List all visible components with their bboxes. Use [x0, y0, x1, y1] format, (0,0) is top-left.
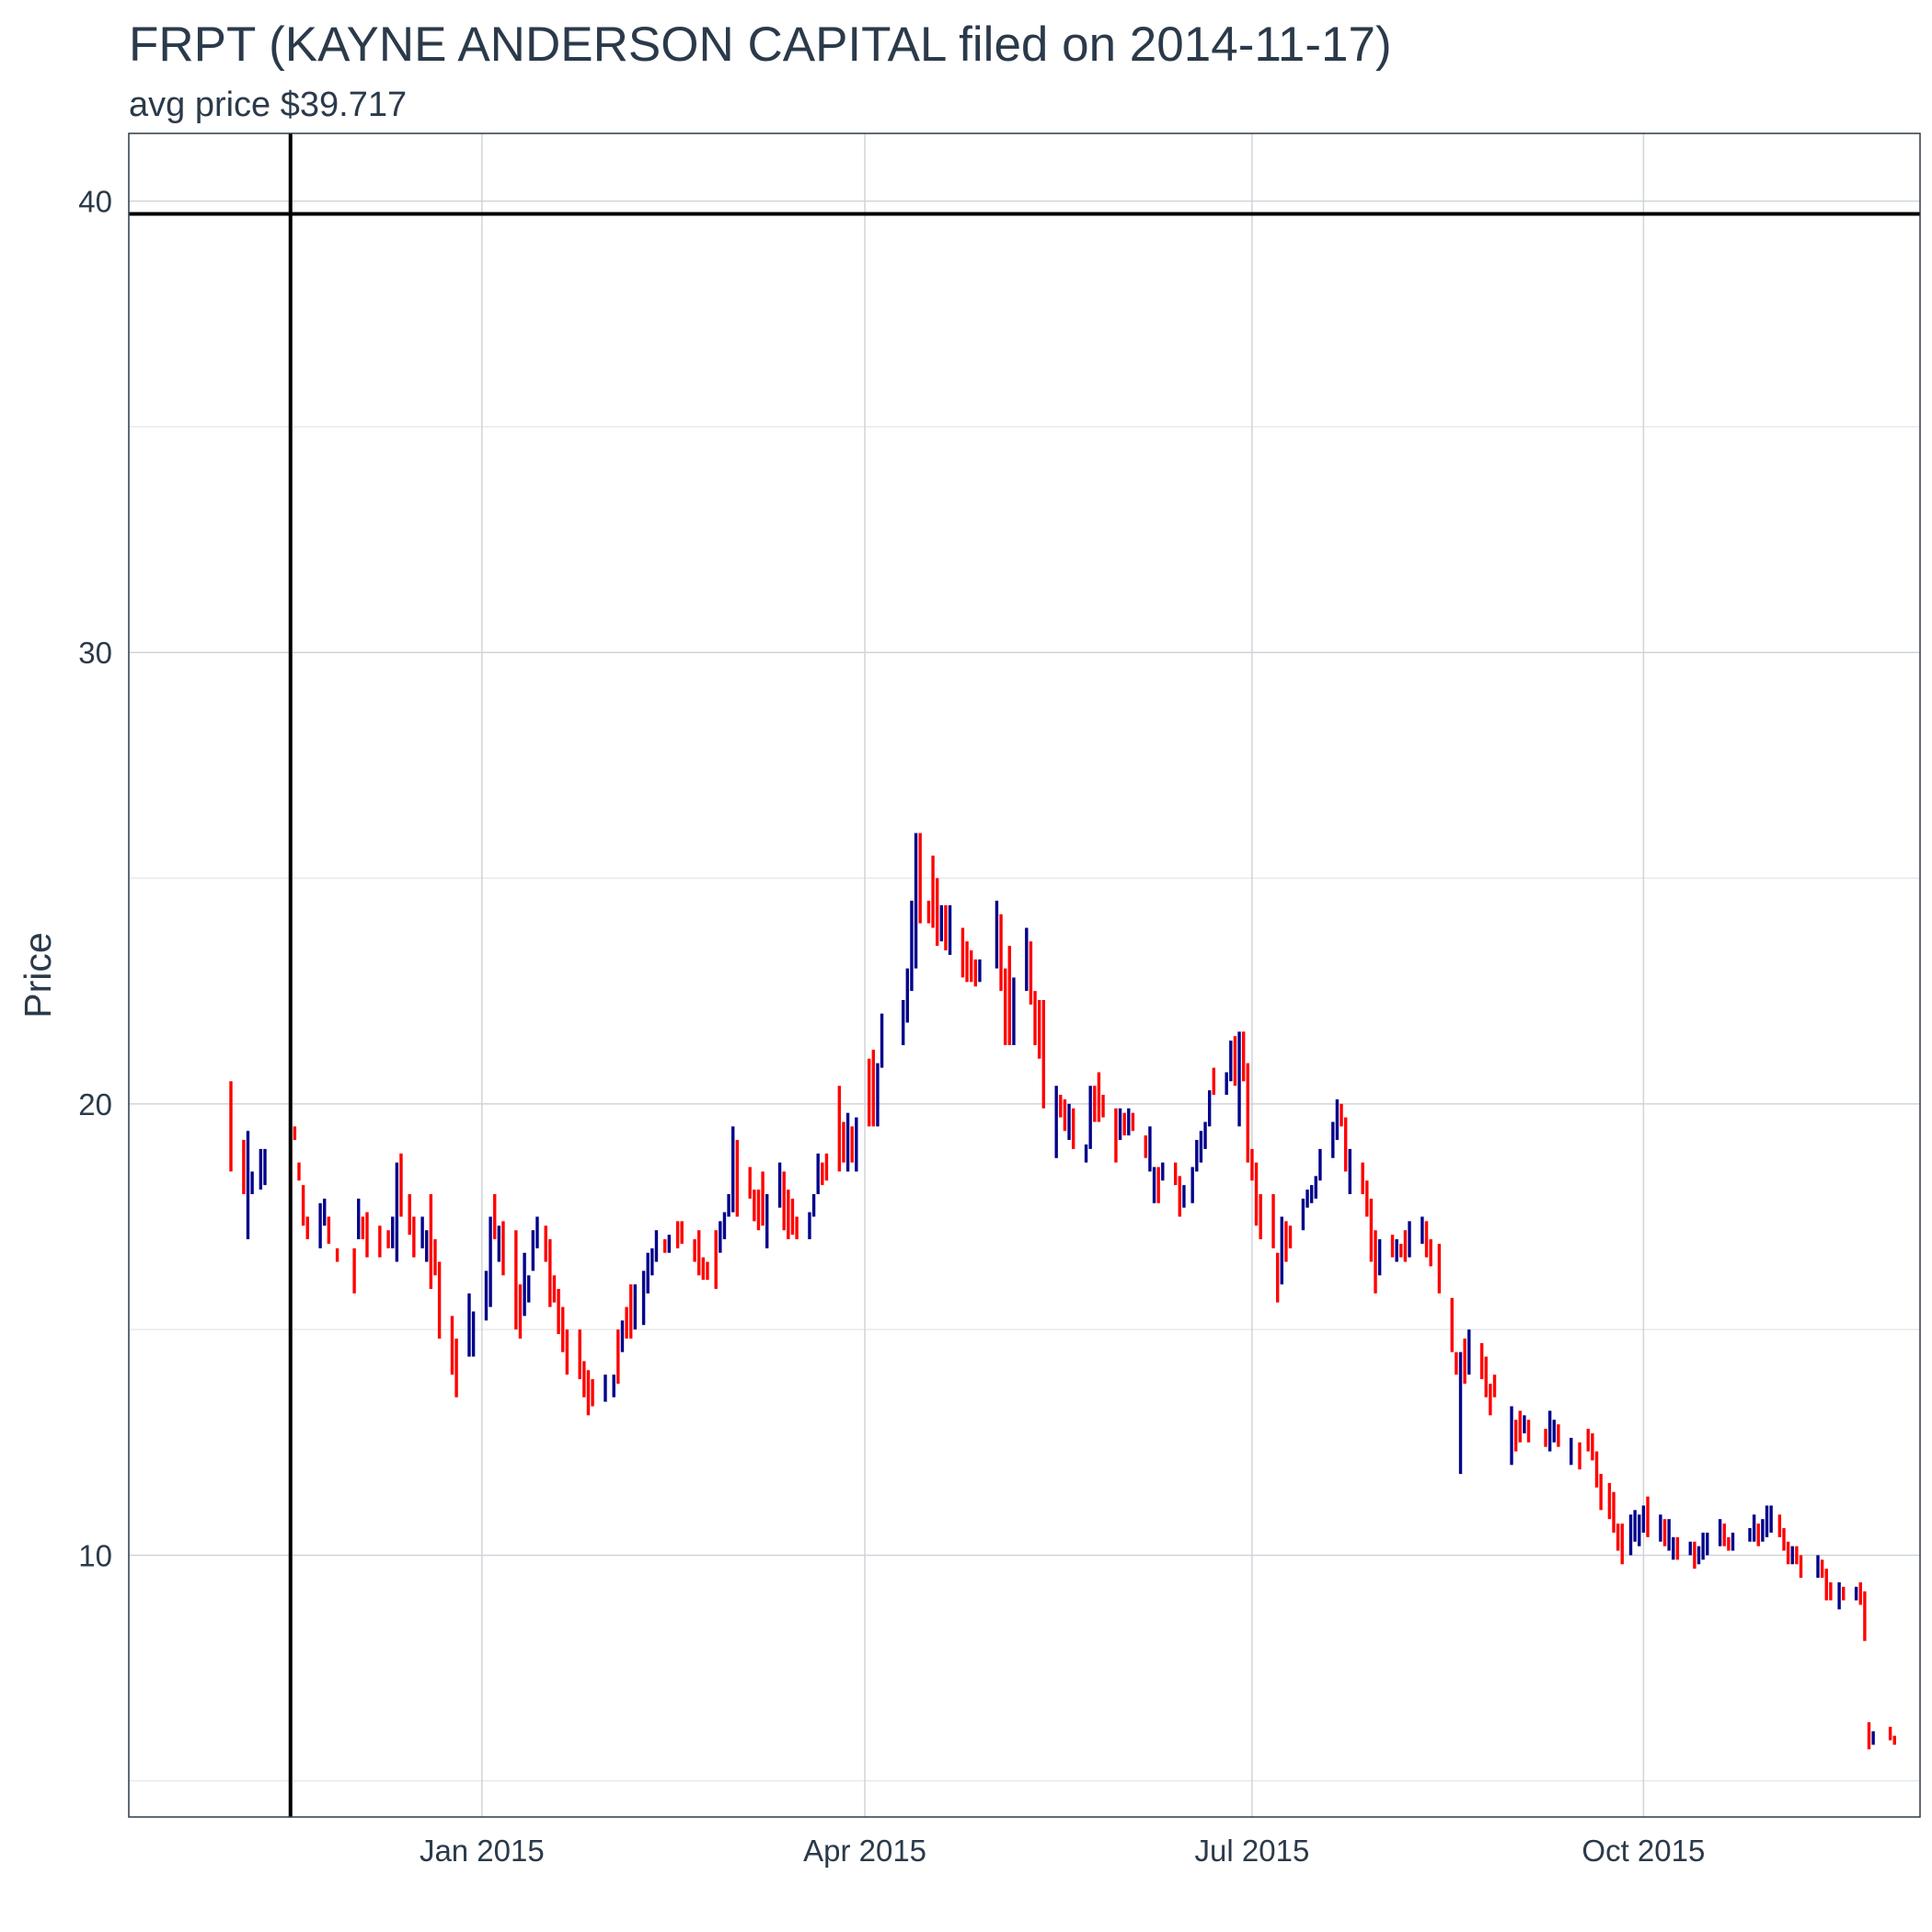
- ohlc-bars: [229, 833, 1896, 1750]
- plot-panel-border: [128, 132, 1921, 1818]
- chart-subtitle: avg price $39.717: [129, 86, 407, 124]
- y-tick-label: 20: [78, 1087, 112, 1121]
- y-tick-label: 40: [78, 185, 112, 219]
- x-tick-label: Jul 2015: [1195, 1834, 1310, 1868]
- x-tick-label: Oct 2015: [1581, 1834, 1705, 1868]
- y-axis-title: Price: [17, 932, 59, 1018]
- reference-lines: [129, 133, 1920, 1817]
- x-tick-label: Jan 2015: [420, 1834, 545, 1868]
- grid-lines: [129, 133, 1920, 1817]
- y-axis-ticks: 10 20 30 40: [78, 185, 112, 1573]
- x-tick-label: Apr 2015: [803, 1834, 926, 1868]
- y-tick-label: 30: [78, 636, 112, 670]
- y-tick-label: 10: [78, 1538, 112, 1572]
- chart-title: FRPT (KAYNE ANDERSON CAPITAL filed on 20…: [129, 17, 1392, 72]
- x-axis-ticks: Jan 2015 Apr 2015 Jul 2015 Oct 2015: [420, 1834, 1705, 1868]
